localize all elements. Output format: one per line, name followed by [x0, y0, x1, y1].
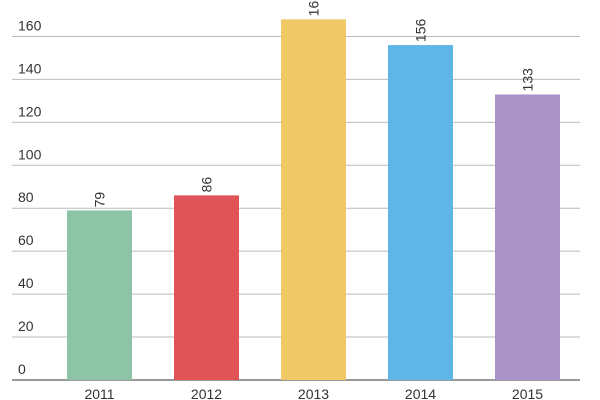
bar	[495, 94, 560, 380]
x-tick-label: 2015	[512, 386, 543, 400]
value-label: 168	[306, 0, 322, 16]
y-tick-label: 20	[18, 318, 34, 334]
x-tick-label: 2011	[84, 386, 114, 400]
x-tick-label: 2012	[191, 386, 222, 400]
y-tick-label: 60	[18, 232, 34, 248]
y-tick-label: 100	[18, 146, 42, 162]
y-tick-label: 40	[18, 275, 34, 291]
bar	[67, 210, 132, 380]
bar	[281, 19, 346, 381]
value-label: 79	[92, 192, 108, 208]
y-tick-label: 0	[18, 361, 26, 377]
x-tick-label: 2013	[298, 386, 329, 400]
y-tick-label: 140	[18, 60, 42, 76]
y-tick-label: 160	[18, 17, 42, 33]
x-tick-label: 2014	[405, 386, 436, 400]
bar	[174, 195, 239, 380]
y-tick-label: 80	[18, 189, 34, 205]
value-label: 156	[413, 19, 429, 43]
y-tick-label: 120	[18, 103, 42, 119]
value-label: 133	[520, 68, 536, 92]
bar	[388, 45, 453, 380]
value-label: 86	[199, 177, 215, 193]
